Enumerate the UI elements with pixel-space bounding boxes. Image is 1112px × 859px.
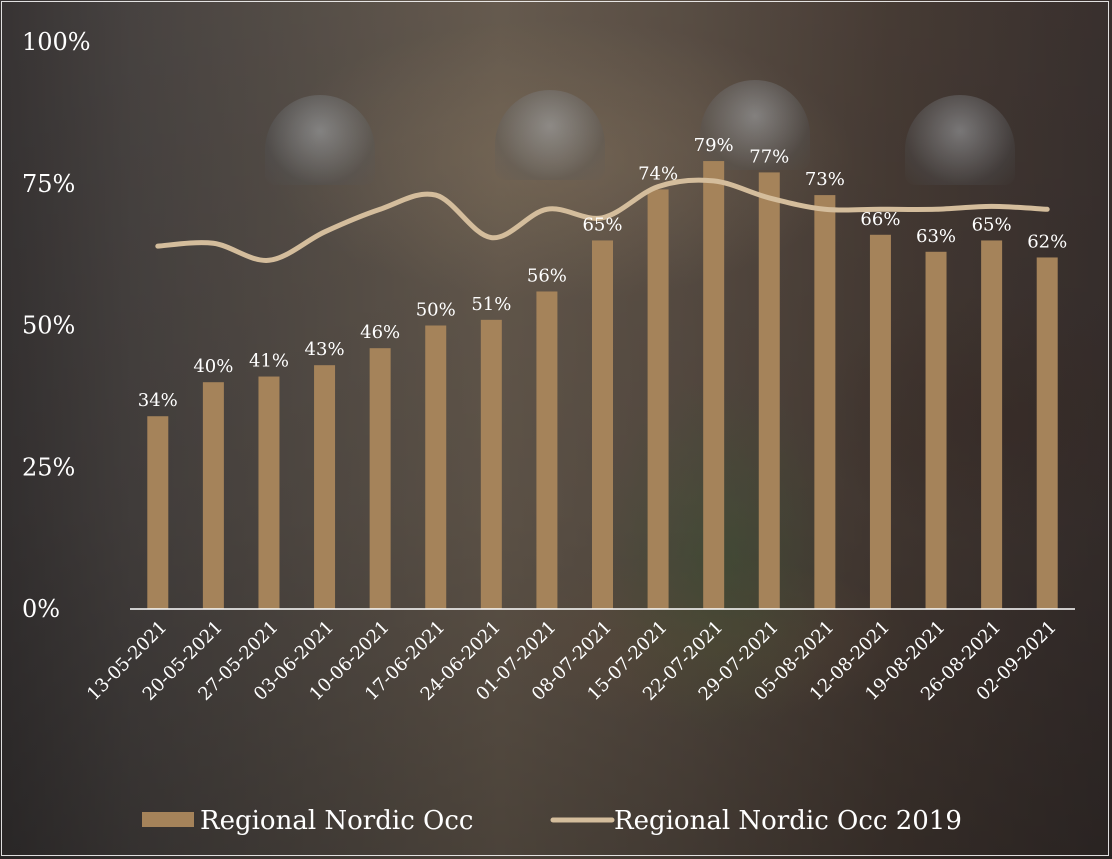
bar-data-label: 79% <box>694 135 734 156</box>
legend-line-label: Regional Nordic Occ 2019 <box>614 806 962 836</box>
y-tick-label: 75% <box>22 170 75 198</box>
bar <box>592 240 613 609</box>
y-tick-label: 100% <box>22 28 91 56</box>
bar-data-label: 56% <box>527 265 567 286</box>
bar <box>480 319 502 609</box>
bar <box>425 325 447 609</box>
legend-bar-label: Regional Nordic Occ <box>200 806 473 836</box>
bar-data-label: 34% <box>138 390 178 411</box>
bar <box>1036 257 1058 609</box>
bar <box>647 189 669 610</box>
bar-data-label: 63% <box>916 226 956 247</box>
bar <box>369 348 391 609</box>
data-labels: 34% 40% 41% 43% 46% 50% 51% 56% 65% 74% 79% 77% 73% 6… <box>138 135 1067 411</box>
bar-data-label: 74% <box>638 163 678 184</box>
line-series <box>155 177 1050 263</box>
bar-data-label: 65% <box>582 214 622 235</box>
bar-data-label: 43% <box>305 339 345 360</box>
bar <box>758 172 780 609</box>
line-2019 <box>155 177 1050 263</box>
bar <box>981 240 1003 609</box>
bar-series <box>147 161 1058 610</box>
bar-data-label: 41% <box>249 351 289 372</box>
y-tick-label: 25% <box>22 453 75 481</box>
background-lamp <box>265 95 375 185</box>
bar-data-label: 65% <box>972 214 1012 235</box>
bar <box>925 251 947 610</box>
bar <box>703 161 725 609</box>
background-lamp <box>905 95 1015 185</box>
bar <box>147 416 169 609</box>
x-axis: 13-05-202120-05-202127-05-202103-06-2021… <box>83 617 1061 705</box>
bar-data-label: 51% <box>471 294 511 315</box>
y-axis: 0% 25% 50% 75% 100% <box>22 28 91 623</box>
bar-data-label: 73% <box>805 169 845 190</box>
background-lamp <box>495 90 605 180</box>
bar-data-label: 62% <box>1027 231 1067 252</box>
bar-data-label: 50% <box>416 300 456 321</box>
bar <box>258 376 280 609</box>
bar-data-label: 77% <box>749 146 789 167</box>
y-tick-label: 0% <box>22 595 60 623</box>
legend-bar-swatch <box>142 812 194 827</box>
bar <box>536 291 558 609</box>
bar <box>314 365 336 609</box>
bar-data-label: 66% <box>860 209 900 230</box>
legend: Regional Nordic Occ Regional Nordic Occ … <box>142 806 962 836</box>
y-tick-label: 50% <box>22 312 75 340</box>
background-lamp <box>700 80 810 170</box>
bar-data-label: 46% <box>360 322 400 343</box>
bar-data-label: 40% <box>193 356 233 377</box>
bar <box>202 382 224 609</box>
bar <box>869 234 891 609</box>
bar <box>814 195 836 609</box>
